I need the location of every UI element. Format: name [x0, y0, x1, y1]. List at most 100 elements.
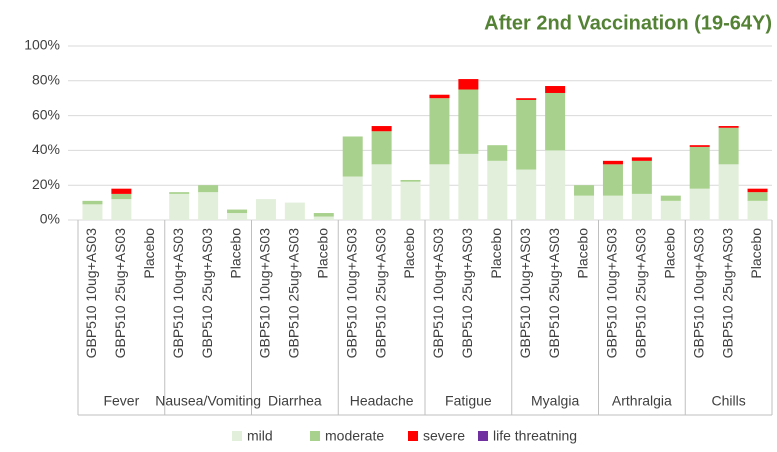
x-tick-label: GBP510 25ug+AS03 — [633, 228, 649, 359]
bar-segment — [747, 200, 768, 220]
bar-segment — [111, 199, 132, 220]
bar-segment — [227, 209, 248, 214]
y-tick-label: 80% — [32, 72, 60, 88]
x-tick-label: GBP510 10ug+AS03 — [517, 228, 533, 359]
bar-segment — [631, 160, 652, 194]
bar-segment — [82, 204, 103, 220]
bar-segment — [313, 213, 334, 217]
x-tick-label: GBP510 10ug+AS03 — [257, 228, 273, 359]
x-tick-label: GBP510 25ug+AS03 — [286, 228, 302, 359]
bar-segment — [487, 145, 508, 161]
x-tick-label: Placebo — [314, 228, 330, 279]
bar-segment — [429, 94, 450, 99]
x-tick-label: Placebo — [141, 228, 157, 279]
bar-segment — [371, 131, 392, 165]
bar-segment — [747, 188, 768, 193]
bar-segment — [660, 195, 681, 201]
bar-segment — [574, 185, 595, 196]
bar-segment — [718, 127, 739, 165]
group-label: Arthralgia — [612, 393, 672, 409]
bar-segment — [458, 153, 479, 220]
bar-segment — [718, 164, 739, 220]
bar-segment — [371, 164, 392, 220]
bar-segment — [516, 169, 537, 220]
group-label: Fatigue — [445, 393, 492, 409]
bar-segment — [198, 192, 219, 220]
bar-segment — [545, 86, 566, 93]
x-tick-label: GBP510 10ug+AS03 — [690, 228, 706, 359]
bar-segment — [255, 199, 276, 220]
x-tick-label: GBP510 25ug+AS03 — [719, 228, 735, 359]
group-label: Chills — [712, 393, 746, 409]
legend-label: life threatning — [493, 428, 577, 444]
legend-swatch — [310, 431, 320, 441]
bar-segment — [602, 164, 623, 196]
y-tick-label: 40% — [32, 141, 60, 157]
y-tick-label: 60% — [32, 106, 60, 122]
x-tick-label: Placebo — [748, 228, 764, 279]
legend-label: moderate — [325, 428, 384, 444]
bar-segment — [487, 160, 508, 220]
bar-segment — [718, 126, 739, 128]
y-tick-label: 0% — [40, 211, 60, 227]
bar-segment — [342, 176, 363, 220]
y-tick-label: 20% — [32, 176, 60, 192]
bar-segment — [82, 200, 103, 205]
x-tick-label: Placebo — [575, 228, 591, 279]
y-tick-label: 100% — [24, 37, 60, 53]
bar-segment — [631, 157, 652, 161]
chart-title: After 2nd Vaccination (19-64Y) — [484, 12, 772, 34]
x-tick-label: Placebo — [228, 228, 244, 279]
bar-segment — [602, 160, 623, 165]
group-label: Myalgia — [531, 393, 579, 409]
bar-segment — [689, 188, 710, 220]
x-tick-label: GBP510 10ug+AS03 — [604, 228, 620, 359]
bar-segment — [169, 193, 190, 220]
legend-label: severe — [423, 428, 465, 444]
bar-segment — [429, 98, 450, 165]
x-tick-label: GBP510 25ug+AS03 — [112, 228, 128, 359]
x-tick-label: GBP510 25ug+AS03 — [372, 228, 388, 359]
x-tick-label: GBP510 25ug+AS03 — [546, 228, 562, 359]
bar-segment — [284, 202, 305, 220]
bar-segment — [429, 164, 450, 220]
bar-segment — [545, 92, 566, 151]
x-tick-label: GBP510 10ug+AS03 — [430, 228, 446, 359]
group-label: Nausea/Vomiting — [155, 393, 261, 409]
legend-swatch — [232, 431, 242, 441]
bar-segment — [545, 150, 566, 220]
group-label: Headache — [350, 393, 414, 409]
legend-swatch — [408, 431, 418, 441]
bar-segment — [169, 192, 190, 194]
bar-segment — [574, 195, 595, 220]
bar-segment — [631, 193, 652, 220]
bar-segment — [660, 200, 681, 220]
legend-label: mild — [247, 428, 273, 444]
x-tick-label: GBP510 10ug+AS03 — [170, 228, 186, 359]
bar-segment — [227, 213, 248, 220]
x-tick-label: GBP510 25ug+AS03 — [199, 228, 215, 359]
bar-segment — [342, 136, 363, 177]
bar-segment — [602, 195, 623, 220]
bar-segment — [371, 126, 392, 132]
bar-segment — [458, 79, 479, 90]
group-label: Diarrhea — [268, 393, 322, 409]
group-label: Fever — [103, 393, 139, 409]
bar-segment — [689, 146, 710, 189]
bar-segment — [400, 179, 421, 182]
x-tick-label: GBP510 10ug+AS03 — [343, 228, 359, 359]
bar-segment — [516, 99, 537, 170]
bar-segment — [400, 181, 421, 220]
bar-segment — [198, 185, 219, 193]
bar-segment — [747, 192, 768, 201]
x-tick-label: GBP510 10ug+AS03 — [83, 228, 99, 359]
bar-segment — [111, 188, 132, 194]
bar-segment — [313, 216, 334, 220]
x-tick-label: Placebo — [401, 228, 417, 279]
x-tick-label: Placebo — [661, 228, 677, 279]
bar-segment — [689, 145, 710, 147]
bar-segment — [458, 89, 479, 154]
bar-segment — [516, 98, 537, 100]
legend-swatch — [478, 431, 488, 441]
